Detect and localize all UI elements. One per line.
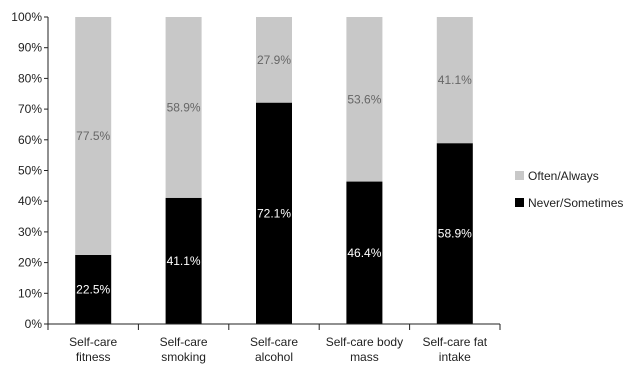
y-tick-label: 50% bbox=[18, 164, 42, 178]
bar-segment-never-sometimes bbox=[165, 197, 202, 324]
y-tick-label: 60% bbox=[18, 133, 42, 147]
x-category-label-line: alcohol bbox=[255, 350, 293, 364]
legend-swatch bbox=[515, 198, 524, 207]
plot-area: 22.5% 77.5% 41.1% 58.9% 72.1% 27.9% 46.4% 53.6%… bbox=[75, 17, 473, 324]
y-tick-label: 0% bbox=[25, 317, 43, 331]
x-category-label: Self-care body mass bbox=[326, 335, 403, 364]
legend-label: Often/Always bbox=[528, 169, 599, 183]
data-label: 22.5% bbox=[76, 282, 110, 296]
y-tick-label: 30% bbox=[18, 225, 42, 239]
x-category-label-line: intake bbox=[439, 350, 471, 364]
bar-segment-often-always bbox=[165, 17, 202, 198]
y-tick-label: 20% bbox=[18, 256, 42, 270]
data-label: 77.5% bbox=[76, 129, 110, 143]
y-axis: 0% 10% 20% 30% 40% 50% 60% 70% 80% 90% 100% bbox=[11, 10, 49, 331]
bar-segment-never-sometimes bbox=[436, 143, 473, 324]
data-label: 41.1% bbox=[438, 73, 472, 87]
x-category-label: Self-care fitness bbox=[69, 335, 117, 364]
y-tick-label: 40% bbox=[18, 194, 42, 208]
legend: Often/Always Never/Sometimes bbox=[515, 169, 623, 210]
y-tick-label: 80% bbox=[18, 71, 42, 85]
x-category-label-line: Self-care bbox=[250, 335, 298, 349]
x-category-label-line: Self-care bbox=[160, 335, 208, 349]
data-label: 53.6% bbox=[347, 92, 381, 106]
y-tick-label: 10% bbox=[18, 286, 42, 300]
x-category-label-line: Self-care body bbox=[326, 335, 403, 349]
bar-segment-never-sometimes bbox=[346, 181, 383, 324]
bar-segment-often-always bbox=[346, 17, 383, 182]
x-category-label: Self-care smoking bbox=[160, 335, 208, 364]
data-label: 41.1% bbox=[167, 254, 201, 268]
legend-label: Never/Sometimes bbox=[528, 196, 623, 210]
data-label: 46.4% bbox=[347, 246, 381, 260]
bar-segment-often-always bbox=[256, 17, 292, 103]
x-category-label: Self-care fat intake bbox=[422, 335, 487, 364]
y-tick-label: 100% bbox=[11, 10, 42, 24]
data-label: 58.9% bbox=[167, 100, 201, 114]
bar-segment-never-sometimes bbox=[256, 102, 292, 324]
x-category-label-line: Self-care fat bbox=[422, 335, 487, 349]
y-tick-label: 90% bbox=[18, 41, 42, 55]
x-category-label-line: smoking bbox=[161, 350, 206, 364]
data-label: 72.1% bbox=[257, 206, 291, 220]
x-category-label: Self-care alcohol bbox=[250, 335, 298, 364]
bar-segment-often-always bbox=[75, 17, 112, 255]
bar-segment-never-sometimes bbox=[75, 254, 112, 324]
data-label: 58.9% bbox=[438, 227, 472, 241]
x-category-label-line: mass bbox=[350, 350, 379, 364]
x-category-label-line: Self-care bbox=[69, 335, 117, 349]
bar-segment-often-always bbox=[436, 17, 473, 144]
data-label: 27.9% bbox=[257, 53, 291, 67]
legend-swatch bbox=[515, 171, 524, 180]
x-category-label-line: fitness bbox=[76, 350, 111, 364]
y-tick-label: 70% bbox=[18, 102, 42, 116]
